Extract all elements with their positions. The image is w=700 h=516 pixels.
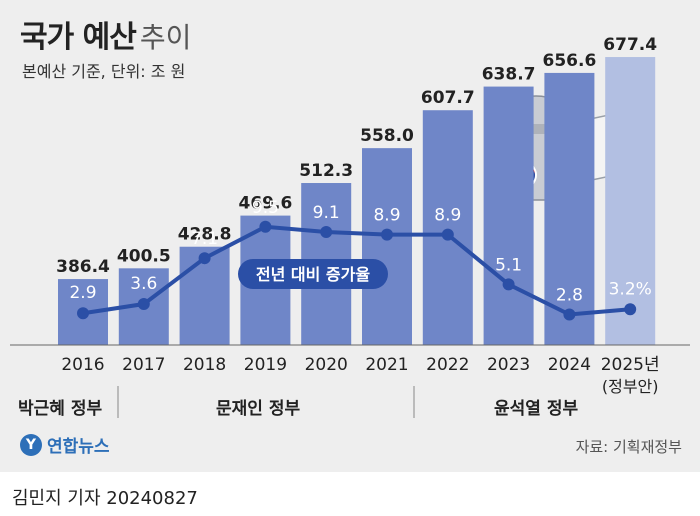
growth-rate-point bbox=[563, 308, 576, 321]
bar-value-label: 469.6 bbox=[239, 194, 293, 214]
growth-rate-point bbox=[441, 228, 454, 241]
growth-rate-point bbox=[502, 278, 515, 291]
yonhap-logo-icon: Y bbox=[20, 433, 42, 456]
title-suffix: 추이 bbox=[139, 21, 192, 54]
bar-2023 bbox=[483, 86, 534, 345]
growth-rate-label: 8.9 bbox=[373, 206, 400, 226]
bar-2022 bbox=[422, 110, 473, 345]
bar-value-label: 558.0 bbox=[360, 126, 414, 146]
x-tick-label: 2019 bbox=[244, 355, 287, 375]
growth-rate-point bbox=[77, 307, 89, 320]
bar-2021 bbox=[362, 148, 412, 345]
bar-value-label: 512.3 bbox=[299, 161, 353, 181]
bar-value-label: 607.7 bbox=[421, 88, 475, 108]
x-tick-label: 2020 bbox=[305, 355, 348, 375]
line-legend-label: 전년 대비 증가율 bbox=[256, 265, 370, 284]
gov-label-park: 박근혜 정부 bbox=[18, 399, 103, 419]
growth-rate-point bbox=[624, 303, 637, 316]
source-text: 자료: 기획재정부 bbox=[575, 438, 682, 456]
page-title: 국가 예산 추이 bbox=[20, 12, 191, 56]
growth-rate-label: 9.5 bbox=[252, 198, 279, 218]
gov-label-yoon: 윤석열 정부 bbox=[494, 399, 579, 419]
x-tick-label: 2017 bbox=[122, 355, 165, 375]
bar-2025년 bbox=[605, 57, 656, 346]
yonhap-logo: Y 연합뉴스 bbox=[20, 432, 110, 457]
title-main: 국가 예산 bbox=[20, 20, 137, 55]
growth-rate-label: 5.1 bbox=[495, 255, 522, 275]
growth-rate-label: 9.1 bbox=[313, 203, 340, 223]
x-tick-label: 2024 bbox=[548, 355, 591, 375]
bar-value-label: 400.5 bbox=[117, 246, 171, 266]
gov-label-moon: 문재인 정부 bbox=[216, 399, 301, 419]
growth-rate-point bbox=[198, 252, 211, 265]
growth-rate-point bbox=[137, 298, 150, 311]
bar-value-label: 386.4 bbox=[56, 257, 110, 277]
x-tick-label: 2022 bbox=[426, 355, 469, 375]
bar-value-label: 677.4 bbox=[603, 35, 657, 55]
growth-rate-label: 2.8 bbox=[556, 286, 583, 306]
growth-rate-point bbox=[259, 220, 272, 233]
x-tick-label: 2025년 bbox=[601, 355, 660, 375]
growth-rate-label: 3.2% bbox=[609, 279, 652, 299]
credit-text: 김민지 기자 20240827 bbox=[12, 488, 198, 509]
bar-value-label: 638.7 bbox=[482, 65, 536, 85]
growth-rate-label: 7.1 bbox=[191, 229, 218, 249]
budget-chart: 386.4 2016 400.5 2017 428.8 2018 469.6 2019 512.… bbox=[10, 35, 690, 418]
growth-rate-point bbox=[381, 228, 393, 241]
x-tick-label: 2023 bbox=[487, 355, 530, 375]
growth-rate-label: 2.9 bbox=[69, 283, 96, 303]
x-tick-label: 2018 bbox=[183, 355, 226, 375]
logo-name: 연합뉴스 bbox=[47, 437, 110, 457]
growth-rate-point bbox=[320, 225, 333, 238]
subtitle: 본예산 기준, 단위: 조 원 bbox=[22, 62, 186, 81]
bar-value-label: 656.6 bbox=[543, 51, 597, 71]
growth-rate-label: 8.9 bbox=[434, 206, 461, 226]
x-tick-label: 2016 bbox=[61, 355, 104, 375]
x-tick-note: (정부안) bbox=[602, 377, 659, 396]
line-legend-pill bbox=[238, 259, 388, 289]
growth-rate-label: 3.6 bbox=[130, 274, 157, 294]
x-tick-label: 2021 bbox=[365, 355, 408, 375]
bar-value-label: 428.8 bbox=[178, 225, 232, 245]
bar-2024 bbox=[544, 72, 595, 346]
growth-rate-line bbox=[82, 224, 631, 317]
